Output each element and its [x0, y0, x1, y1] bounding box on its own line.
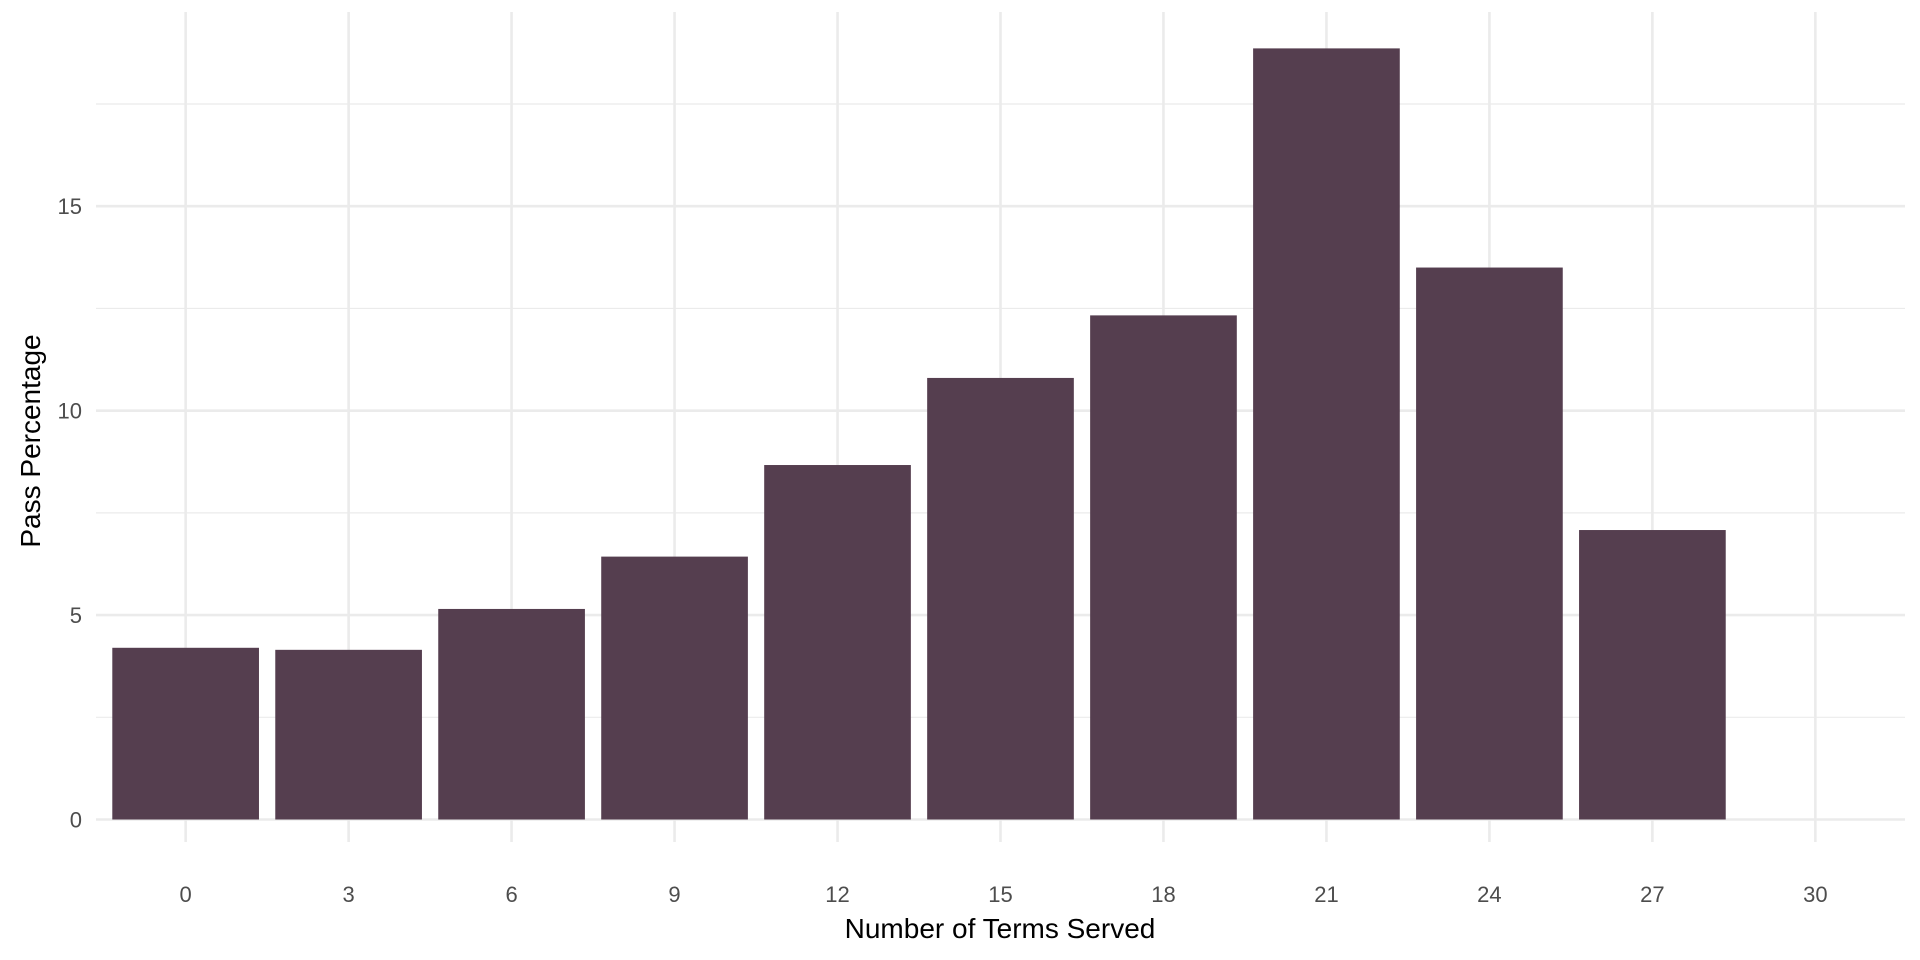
bar	[927, 377, 1074, 820]
x-tick-label: 9	[668, 882, 680, 907]
y-tick-label: 0	[70, 808, 82, 833]
y-tick-label: 10	[58, 399, 82, 424]
x-tick-label: 30	[1803, 882, 1827, 907]
bars	[112, 48, 1726, 820]
bar	[1579, 530, 1726, 820]
x-tick-label: 15	[988, 882, 1012, 907]
y-tick-label: 5	[70, 603, 82, 628]
x-tick-label: 24	[1477, 882, 1501, 907]
x-tick-label: 6	[505, 882, 517, 907]
bar	[1416, 267, 1563, 820]
x-tick-label: 3	[342, 882, 354, 907]
bar	[438, 608, 585, 820]
bar	[601, 556, 748, 820]
bar	[1090, 315, 1237, 820]
x-tick-label: 21	[1314, 882, 1338, 907]
y-axis-tick-labels: 0 5 10 15	[58, 194, 82, 832]
y-axis-title: Pass Percentage	[15, 334, 46, 547]
x-tick-label: 27	[1640, 882, 1664, 907]
x-axis-title: Number of Terms Served	[845, 913, 1156, 944]
x-tick-label: 12	[825, 882, 849, 907]
x-axis-tick-labels: 0 3 6 9 12 15 18 21 24 27 30	[180, 882, 1828, 907]
y-tick-label: 15	[58, 194, 82, 219]
bar	[112, 647, 259, 820]
x-tick-label: 18	[1151, 882, 1175, 907]
bar	[1253, 48, 1400, 820]
bar	[764, 465, 911, 820]
x-tick-label: 0	[180, 882, 192, 907]
bar	[275, 649, 422, 820]
